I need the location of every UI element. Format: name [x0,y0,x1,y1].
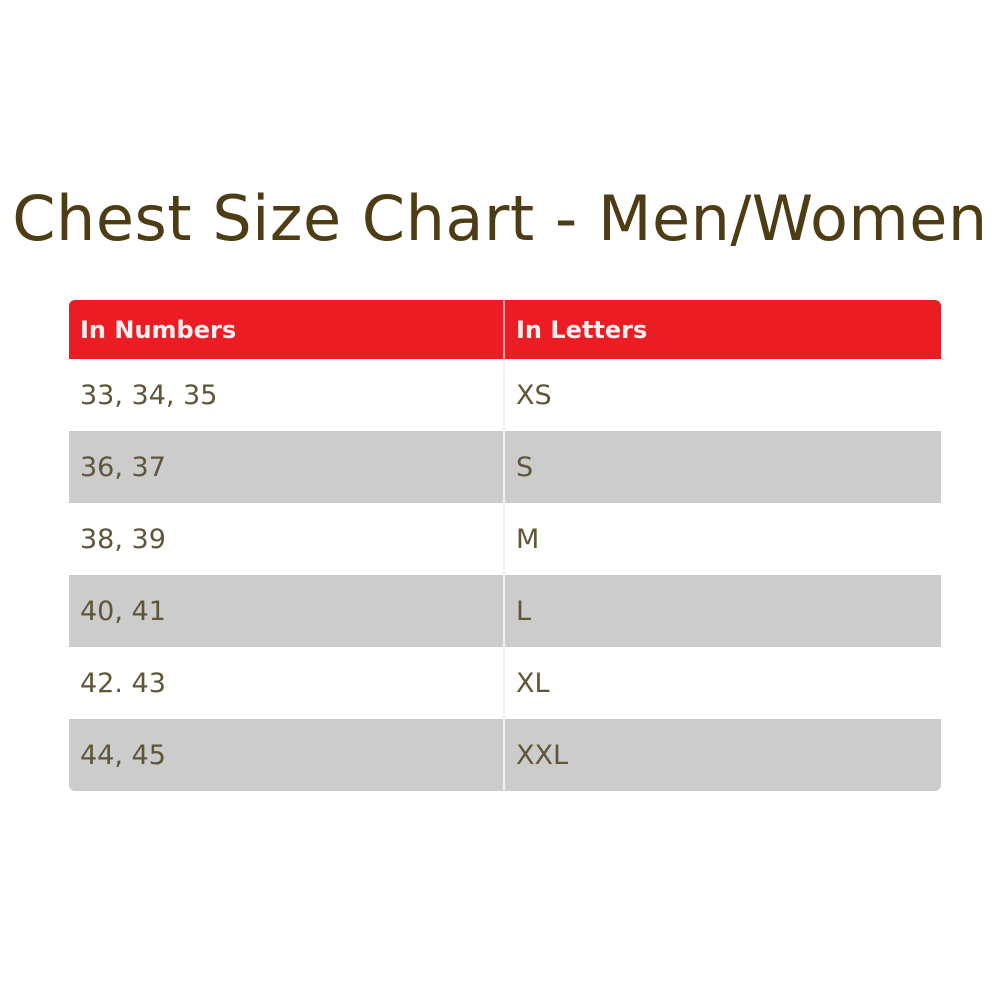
cell-letters: XL [516,667,550,699]
cell-numbers: 40, 41 [69,575,505,647]
cell-letters: M [516,523,540,555]
table-row: 36, 37 S [69,431,941,503]
page-title: Chest Size Chart - Men/Women [12,182,988,255]
cell-numbers: 38, 39 [69,503,505,575]
table-header-row: In Numbers In Letters [69,300,941,359]
table-row: 38, 39 M [69,503,941,575]
cell-letters: XS [516,379,552,411]
cell-letters: L [505,575,941,647]
header-in-numbers: In Numbers [69,300,505,359]
cell-numbers: 42. 43 [69,647,505,719]
table-row: 33, 34, 35 XS [69,359,941,431]
header-in-letters: In Letters [505,300,941,359]
cell-numbers: 33, 34, 35 [69,359,505,431]
cell-letters: S [505,431,941,503]
cell-numbers: 44, 45 [69,719,505,791]
cell-letters: XXL [505,719,941,791]
table-row: 40, 41 L [69,575,941,647]
table-row: 42. 43 XL [69,647,941,719]
size-chart-table: In Numbers In Letters 33, 34, 35 XS 36, 3… [69,300,941,791]
table-row: 44, 45 XXL [69,719,941,791]
cell-numbers: 36, 37 [69,431,505,503]
